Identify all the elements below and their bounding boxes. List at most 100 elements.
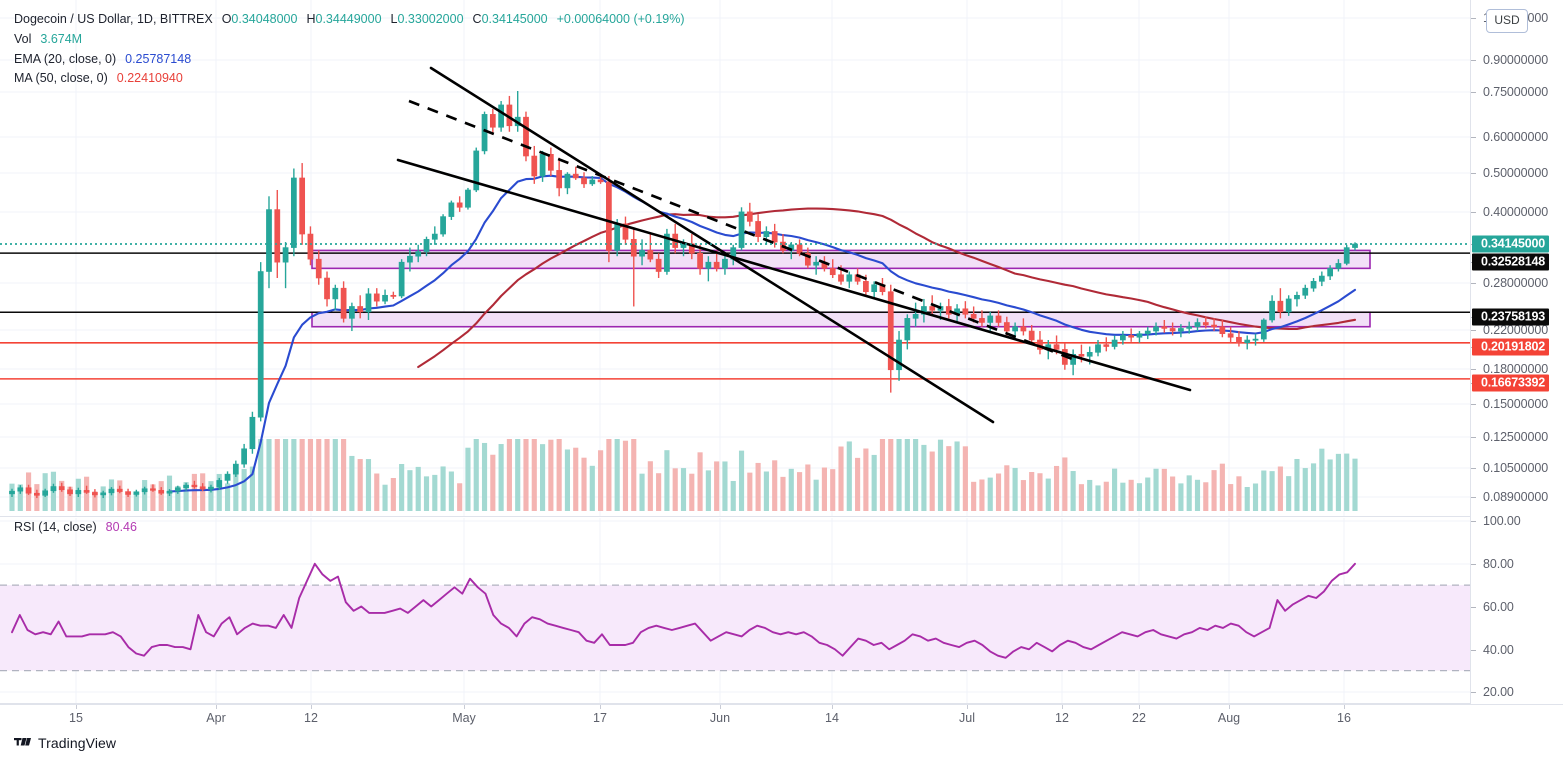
time-axis[interactable]: 15 Apr 12 May 17 Jun 14 Jul 12 22 Aug 16 [0, 704, 1563, 731]
volume-bar [473, 439, 479, 511]
price-axis[interactable]: 1.100000000.900000000.750000000.60000000… [1470, 0, 1563, 704]
volume-bar [531, 439, 537, 511]
time-tick [1344, 705, 1345, 709]
time-tick [76, 705, 77, 709]
rsi-pane[interactable] [0, 518, 1470, 704]
volume-bar [291, 439, 297, 511]
volume-bar [1319, 448, 1325, 511]
volume-bar [465, 447, 471, 511]
volume-bar [191, 473, 197, 511]
ma-value: 0.22410940 [116, 71, 183, 85]
ma-legend[interactable]: MA (50, close, 0) 0.22410940 [14, 71, 183, 85]
volume-bar [399, 463, 405, 511]
descending-channel[interactable] [396, 66, 1192, 424]
rsi-label: RSI (14, close) [14, 520, 97, 534]
candle-body [647, 250, 654, 260]
ohlc-o-label: O [221, 12, 232, 26]
main-legend[interactable]: Dogecoin / US Dollar, 1D, BITTREX O0.3404… [14, 12, 685, 26]
price-axis-label: 0.90000000 [1483, 53, 1549, 67]
volume-bar [100, 486, 106, 511]
volume-bar [249, 466, 255, 511]
candle-body [25, 487, 32, 494]
candle-body [183, 484, 189, 489]
channel-lower-line[interactable] [396, 158, 1192, 392]
volume-legend[interactable]: Vol 3.674M [14, 32, 82, 46]
candle-body [141, 488, 148, 493]
channel-upper-line[interactable] [429, 66, 995, 424]
candle-body [697, 252, 703, 269]
price-level-badge[interactable]: 0.32528148 [1472, 253, 1550, 271]
volume-bar [307, 439, 314, 511]
time-tick [311, 705, 312, 709]
candle-body [257, 271, 264, 418]
candle-body [125, 491, 131, 495]
candle-body [42, 490, 49, 496]
volume-bar [747, 472, 753, 511]
axis-tick [1471, 137, 1476, 138]
candle-body [929, 306, 936, 311]
candle-body [1128, 335, 1135, 338]
price-axis-label: 0.22000000 [1483, 323, 1549, 337]
volume-bar [539, 444, 546, 511]
volume-bar [481, 442, 488, 511]
volume-bar [224, 483, 231, 511]
candle-body [863, 281, 869, 292]
price-level-badge[interactable]: 0.16673392 [1472, 374, 1550, 392]
rsi-band [0, 585, 1470, 671]
candle-body [431, 233, 438, 240]
price-chart-canvas[interactable] [0, 0, 1470, 516]
rsi-line [11, 562, 1356, 659]
axis-tick [1471, 692, 1476, 693]
volume-bar [763, 471, 769, 511]
price-pane[interactable] [0, 0, 1470, 516]
candle-body [979, 318, 985, 323]
candlestick-series[interactable] [9, 90, 1358, 499]
volume-bar [631, 439, 637, 511]
price-level-badge[interactable]: 0.34145000 [1472, 235, 1550, 253]
candle-body [1244, 339, 1251, 344]
time-axis-label: Aug [1217, 711, 1241, 725]
candle-body [664, 233, 670, 272]
ohlc-h-label: H [306, 12, 316, 26]
candle-body [191, 484, 198, 488]
rsi-chart-canvas[interactable] [0, 518, 1470, 704]
candle-body [887, 291, 894, 371]
tradingview-watermark[interactable]: TradingView [14, 733, 116, 753]
volume-bar [266, 439, 272, 511]
ema-legend[interactable]: EMA (20, close, 0) 0.25787148 [14, 52, 191, 66]
currency-toggle-button[interactable]: USD [1486, 9, 1528, 33]
volume-bar [1062, 457, 1068, 511]
volume-bar [830, 469, 836, 511]
volume-bars [9, 439, 1358, 511]
time-axis-label: 16 [1337, 711, 1351, 725]
volume-bar [788, 468, 794, 511]
price-axis-label: 0.15000000 [1483, 397, 1549, 411]
volume-bar [689, 473, 695, 511]
rsi-axis-label: 80.00 [1483, 557, 1514, 571]
axis-tick [1471, 564, 1476, 565]
volume-bar [904, 439, 910, 511]
candle-body [208, 486, 214, 490]
volume-bar [738, 450, 745, 511]
rsi-axis-label: 100.00 [1483, 514, 1521, 528]
rsi-legend[interactable]: RSI (14, close) 80.46 [14, 520, 137, 534]
axis-tick [1471, 650, 1476, 651]
axis-tick [1471, 437, 1476, 438]
volume-bar [979, 479, 985, 511]
price-level-badge[interactable]: 0.23758193 [1472, 308, 1550, 326]
volume-bar [656, 473, 662, 511]
candle-body [1227, 333, 1234, 338]
volume-bar [1211, 470, 1217, 511]
candle-body [829, 268, 836, 276]
volume-bar [233, 471, 239, 511]
candle-body [1318, 275, 1325, 282]
volume-bar [523, 439, 529, 511]
price-axis-label: 0.50000000 [1483, 166, 1549, 180]
volume-bar [332, 439, 338, 511]
time-tick [600, 705, 601, 709]
price-level-badge[interactable]: 0.20191802 [1472, 338, 1550, 356]
volume-bar [1302, 468, 1308, 511]
volume-bar [1153, 468, 1159, 511]
volume-bar [1277, 466, 1283, 511]
volume-bar [846, 441, 852, 511]
